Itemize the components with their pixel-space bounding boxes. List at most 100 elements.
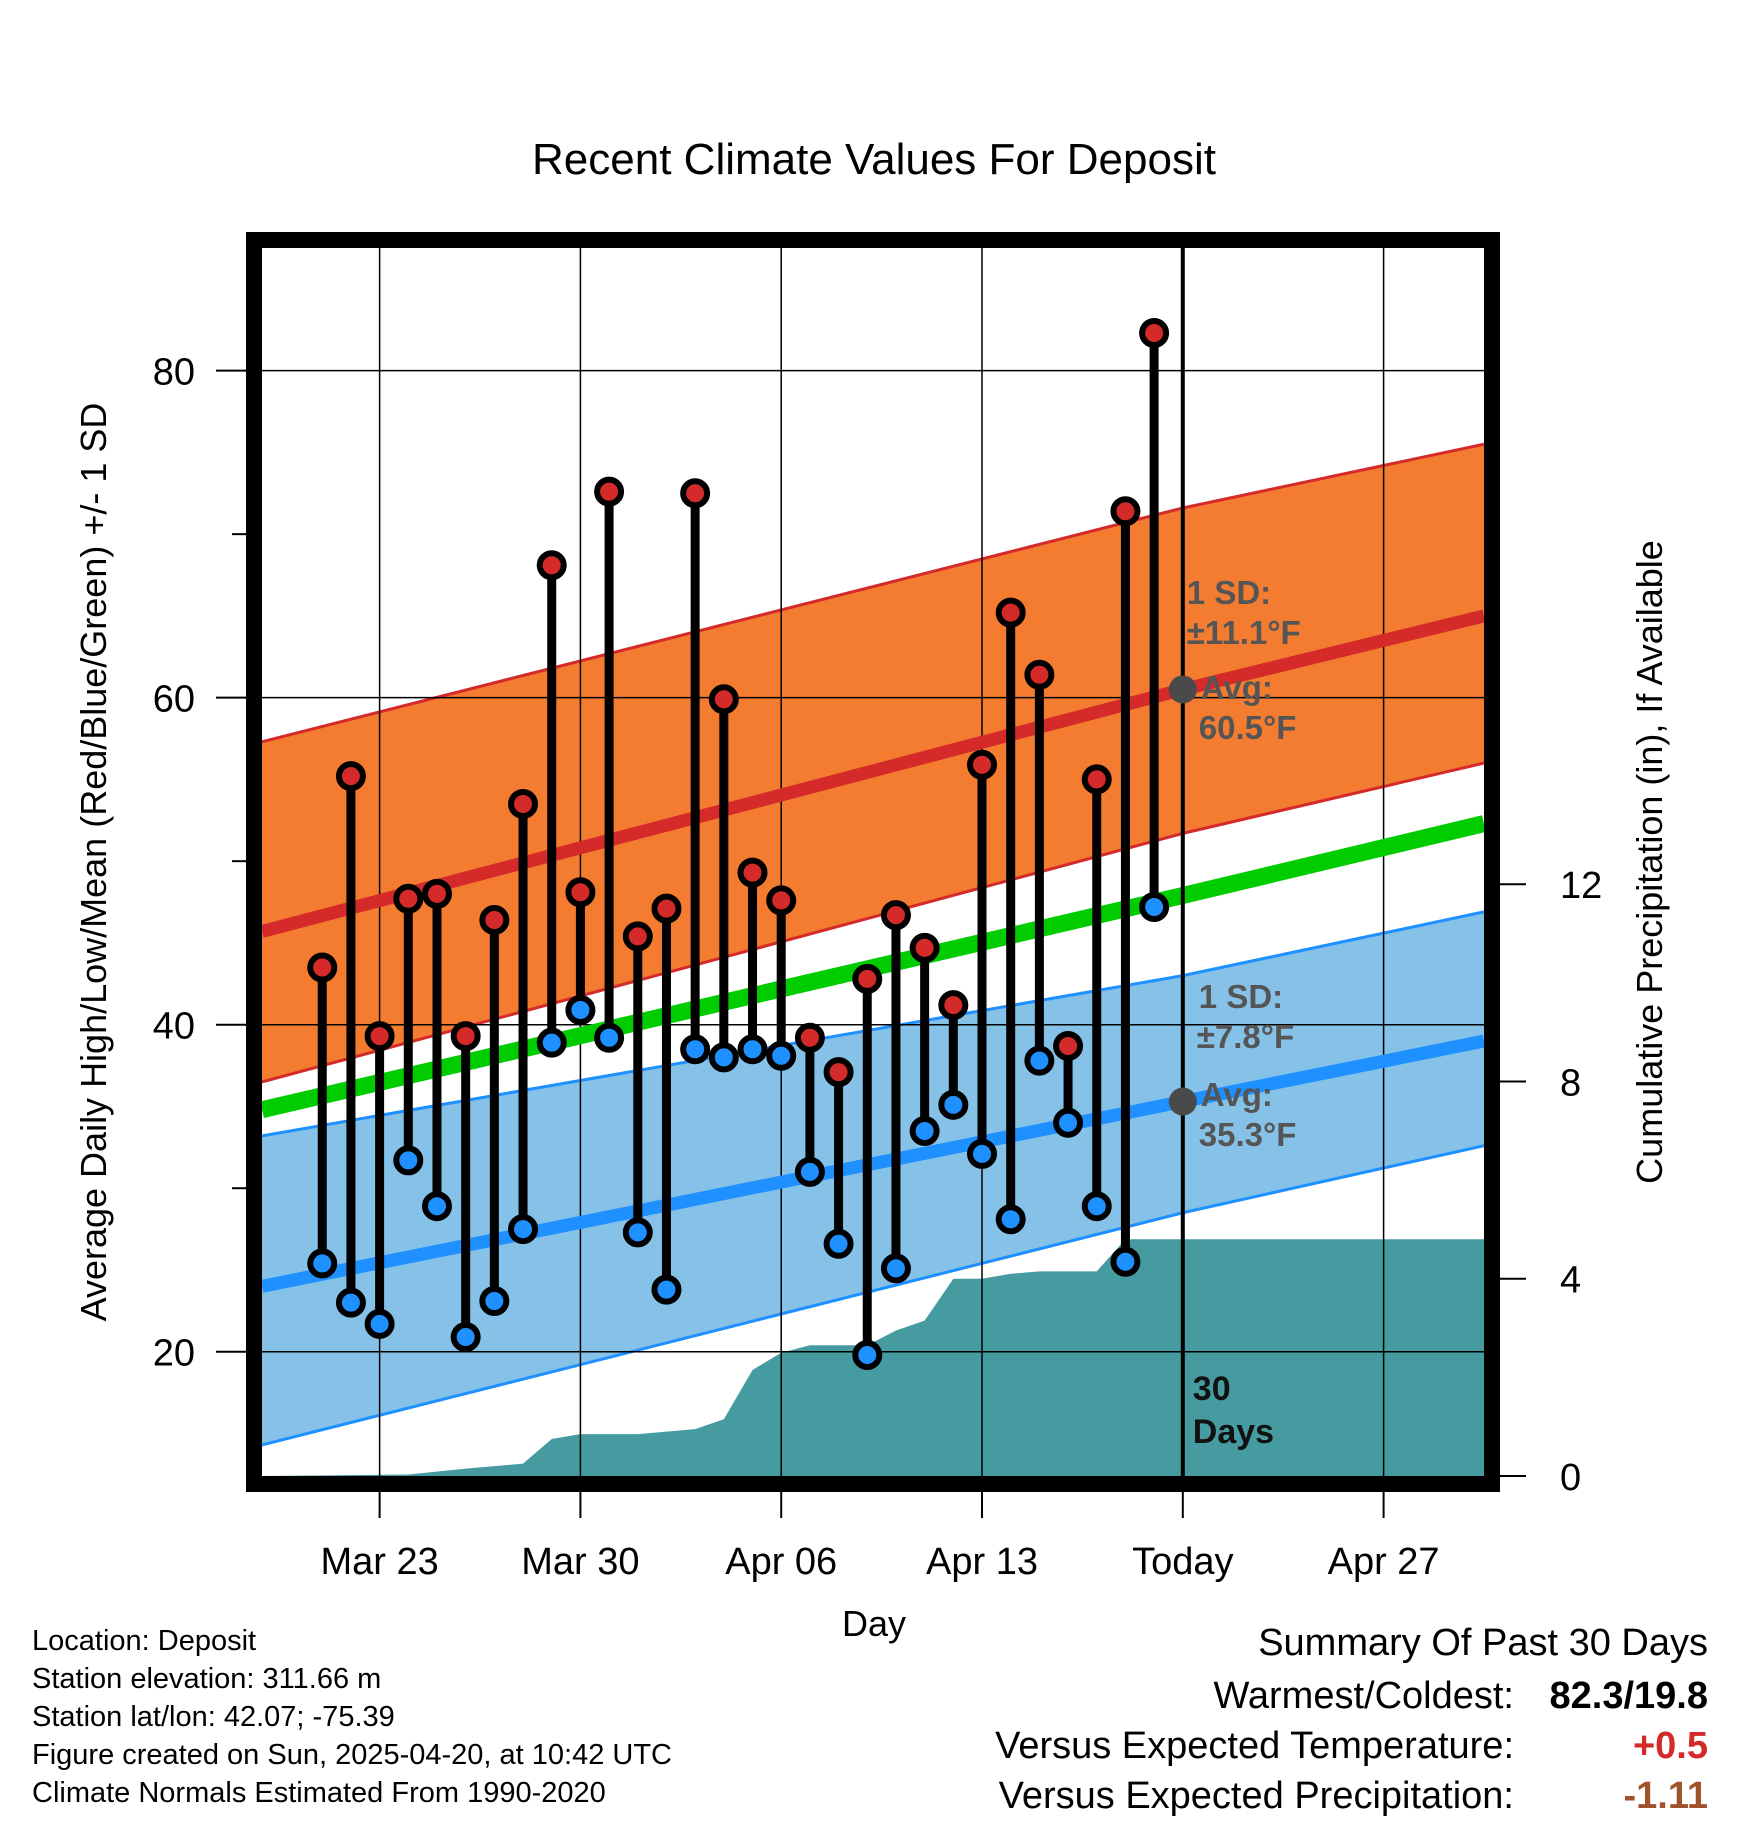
daily-high-point (364, 1021, 395, 1052)
daily-high-point (307, 952, 338, 983)
summary-precip-row: Versus Expected Precipitation: -1.11 (999, 1775, 1708, 1818)
daily-high-point (766, 885, 797, 916)
y-right-tick-label: 4 (1560, 1260, 1581, 1302)
daily-high-point (880, 900, 911, 931)
daily-low-point (880, 1253, 911, 1284)
x-tick-label: Mar 23 (320, 1541, 438, 1583)
daily-low-point (594, 1022, 625, 1053)
info-latlon: Station lat/lon: 42.07; -75.39 (32, 1701, 395, 1733)
daily-high-point (823, 1057, 854, 1088)
daily-high-point (967, 749, 998, 780)
daily-low-point (393, 1145, 424, 1176)
x-tick-label: Mar 30 (521, 1541, 639, 1583)
high-avg-title: Avg: (1201, 669, 1273, 706)
daily-low-point (307, 1248, 338, 1279)
y-axis-label-right: Cumulative Precipitation (in), If Availa… (1629, 540, 1670, 1184)
daily-low-point (909, 1115, 940, 1146)
chart-title: Recent Climate Values For Deposit (532, 135, 1216, 184)
y-tick-label: 20 (153, 1333, 195, 1375)
x-tick-label: Apr 06 (725, 1541, 837, 1583)
daily-high-point (536, 550, 567, 581)
summary-warmest-row: Warmest/Coldest: 82.3/19.8 (1213, 1675, 1708, 1718)
x-tick-label: Today (1132, 1541, 1233, 1583)
daily-high-point (909, 932, 940, 963)
high-sd-band (262, 444, 1484, 1082)
daily-low-point (995, 1204, 1026, 1235)
high-avg-value: 60.5°F (1199, 709, 1297, 746)
daily-high-point (852, 963, 883, 994)
daily-low-point (450, 1322, 481, 1353)
plot-area (262, 248, 1484, 1476)
daily-low-point (622, 1217, 653, 1248)
daily-low-point (708, 1042, 739, 1073)
summary-temp-row: Versus Expected Temperature: +0.5 (995, 1725, 1708, 1768)
daily-low-point (852, 1339, 883, 1370)
daily-high-point (450, 1021, 481, 1052)
daily-low-point (479, 1286, 510, 1317)
y-axis-label: Average Daily High/Low/Mean (Red/Blue/Gr… (73, 403, 114, 1322)
x-axis-label: Day (842, 1603, 906, 1644)
daily-low-point (651, 1274, 682, 1305)
station-info: Location: Deposit Station elevation: 311… (32, 1622, 672, 1812)
axes: 20 40 60 80 0 4 8 12 Mar 23 Mar 30 Apr 06 Apr 13 Tod… (153, 232, 1602, 1583)
daily-high-point (479, 905, 510, 936)
daily-low-point (508, 1214, 539, 1245)
daily-high-point (1081, 764, 1112, 795)
daily-low-point (1110, 1246, 1141, 1277)
daily-low-point (335, 1287, 366, 1318)
daily-high-point (393, 883, 424, 914)
days-label-word: Days (1193, 1413, 1274, 1451)
daily-low-point (1053, 1107, 1084, 1138)
daily-low-point (536, 1027, 567, 1058)
daily-low-point (794, 1156, 825, 1187)
low-avg-marker (1168, 1087, 1197, 1116)
summary-warmest-value: 82.3/19.8 (1549, 1675, 1708, 1717)
low-avg-value: 35.3°F (1199, 1116, 1297, 1153)
daily-low-point (364, 1308, 395, 1339)
high-sd-title: 1 SD: (1187, 574, 1271, 611)
info-normals: Climate Normals Estimated From 1990-2020 (32, 1777, 606, 1809)
daily-low-point (1139, 891, 1170, 922)
daily-high-point (1139, 318, 1170, 349)
plot-frame (246, 232, 1500, 1492)
daily-low-point (823, 1228, 854, 1259)
daily-high-point (565, 877, 596, 908)
daily-low-point (938, 1089, 969, 1120)
daily-high-point (594, 476, 625, 507)
daily-high-point (995, 597, 1026, 628)
daily-low-point (737, 1034, 768, 1065)
y-tick-label: 60 (153, 679, 195, 721)
daily-high-point (421, 878, 452, 909)
daily-high-point (622, 921, 653, 952)
daily-low-point (967, 1138, 998, 1169)
daily-high-point (508, 788, 539, 819)
daily-low-point (680, 1034, 711, 1065)
low-sd-value: ±7.8°F (1197, 1018, 1294, 1055)
y-tick-label: 80 (153, 352, 195, 394)
daily-high-point (794, 1022, 825, 1053)
high-sd-value: ±11.1°F (1187, 614, 1301, 651)
summary-temp-value: +0.5 (1632, 1725, 1708, 1767)
daily-high-point (335, 761, 366, 792)
low-sd-band (262, 911, 1484, 1445)
daily-high-point (1110, 496, 1141, 527)
info-elevation: Station elevation: 311.66 m (32, 1663, 382, 1695)
days-label-number: 30 (1193, 1370, 1231, 1408)
low-sd-title: 1 SD: (1199, 978, 1283, 1015)
y-right-tick-label: 12 (1560, 865, 1602, 907)
info-location: Location: Deposit (32, 1625, 257, 1657)
daily-high-point (708, 684, 739, 715)
daily-high-point (680, 478, 711, 509)
y-right-tick-label: 0 (1560, 1457, 1581, 1499)
daily-high-point (1053, 1030, 1084, 1061)
info-created: Figure created on Sun, 2025-04-20, at 10… (32, 1739, 672, 1771)
daily-low-point (421, 1191, 452, 1222)
daily-high-point (938, 990, 969, 1021)
x-tick-label: Apr 27 (1328, 1541, 1440, 1583)
summary-temp-label: Versus Expected Temperature: (995, 1725, 1514, 1767)
high-avg-marker (1168, 675, 1197, 704)
daily-low-point (565, 994, 596, 1025)
daily-high-point (1024, 659, 1055, 690)
